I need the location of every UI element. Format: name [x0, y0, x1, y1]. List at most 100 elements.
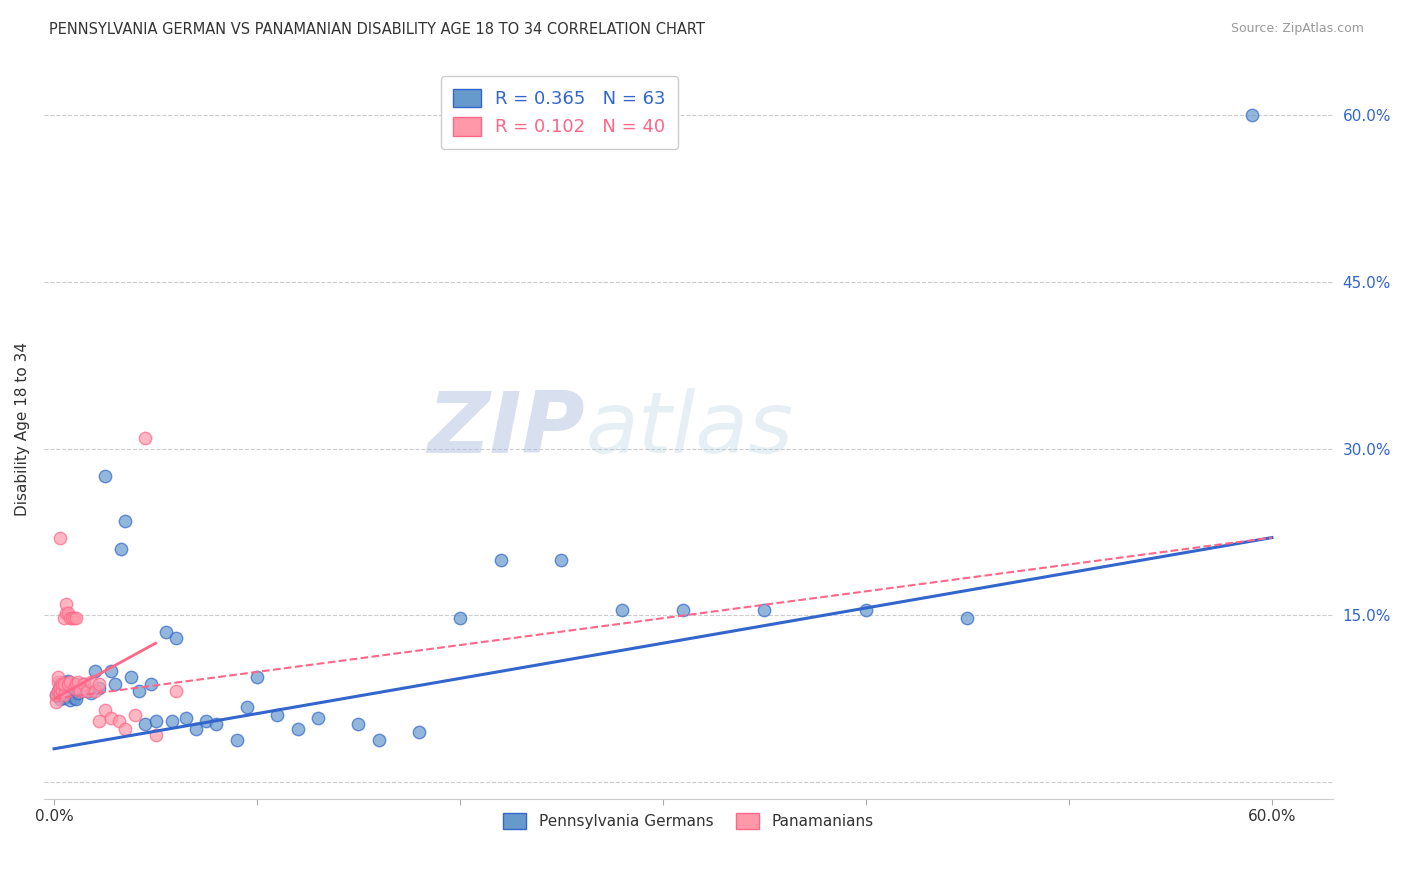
Point: [45, 695, 67, 709]
Point: [672, 603, 695, 617]
Point: [104, 677, 127, 691]
Point: [79, 686, 101, 700]
Point: [51, 684, 73, 698]
Point: [165, 684, 187, 698]
Point: [367, 732, 389, 747]
Point: [114, 722, 136, 736]
Point: [51, 681, 73, 695]
Point: [65, 610, 87, 624]
Point: [53, 684, 76, 698]
Point: [87, 681, 110, 695]
Point: [120, 669, 142, 683]
Point: [134, 431, 156, 445]
Point: [63, 677, 86, 691]
Point: [108, 714, 131, 728]
Point: [754, 603, 776, 617]
Point: [49, 677, 72, 691]
Point: [58, 606, 80, 620]
Text: atlas: atlas: [585, 388, 793, 471]
Point: [45, 689, 67, 703]
Point: [59, 680, 82, 694]
Point: [155, 625, 177, 640]
Point: [246, 669, 269, 683]
Point: [100, 711, 122, 725]
Text: Source: ZipAtlas.com: Source: ZipAtlas.com: [1230, 22, 1364, 36]
Point: [1240, 108, 1263, 122]
Point: [51, 677, 73, 691]
Point: [145, 714, 167, 728]
Point: [65, 691, 87, 706]
Point: [79, 675, 101, 690]
Point: [59, 610, 82, 624]
Point: [165, 631, 187, 645]
Point: [53, 677, 76, 691]
Point: [94, 703, 117, 717]
Point: [69, 682, 91, 697]
Y-axis label: Disability Age 18 to 34: Disability Age 18 to 34: [15, 343, 30, 516]
Point: [100, 664, 122, 678]
Point: [956, 610, 979, 624]
Point: [63, 681, 86, 695]
Point: [73, 677, 96, 691]
Point: [307, 711, 329, 725]
Point: [58, 682, 80, 697]
Point: [124, 708, 146, 723]
Point: [76, 684, 98, 698]
Point: [287, 722, 309, 736]
Point: [128, 684, 150, 698]
Point: [225, 732, 247, 747]
Point: [55, 687, 77, 701]
Point: [55, 681, 77, 695]
Point: [46, 684, 69, 698]
Point: [266, 708, 288, 723]
Point: [69, 684, 91, 698]
Point: [141, 677, 163, 691]
Point: [489, 553, 512, 567]
Point: [58, 677, 80, 691]
Point: [46, 675, 69, 690]
Point: [63, 610, 86, 624]
Point: [49, 686, 72, 700]
Text: PENNSYLVANIA GERMAN VS PANAMANIAN DISABILITY AGE 18 TO 34 CORRELATION CHART: PENNSYLVANIA GERMAN VS PANAMANIAN DISABI…: [49, 22, 704, 37]
Point: [53, 610, 76, 624]
Point: [60, 610, 83, 624]
Point: [60, 681, 83, 696]
Point: [53, 690, 76, 705]
Point: [94, 469, 117, 483]
Point: [60, 686, 83, 700]
Point: [145, 729, 167, 743]
Point: [87, 677, 110, 691]
Point: [76, 684, 98, 698]
Point: [46, 669, 69, 683]
Point: [67, 686, 90, 700]
Point: [205, 717, 228, 731]
Point: [67, 675, 90, 690]
Point: [46, 684, 69, 698]
Point: [55, 597, 77, 611]
Point: [110, 541, 132, 556]
Point: [53, 675, 76, 690]
Point: [65, 684, 87, 698]
Point: [49, 691, 72, 706]
Point: [195, 714, 218, 728]
Point: [63, 690, 86, 705]
Point: [449, 610, 471, 624]
Point: [49, 681, 72, 695]
Point: [49, 531, 72, 545]
Point: [612, 603, 634, 617]
Legend: Pennsylvania Germans, Panamanians: Pennsylvania Germans, Panamanians: [498, 807, 879, 836]
Point: [160, 714, 183, 728]
Point: [59, 693, 82, 707]
Point: [65, 677, 87, 691]
Point: [855, 603, 877, 617]
Point: [550, 553, 572, 567]
Point: [55, 606, 77, 620]
Point: [59, 675, 82, 690]
Point: [87, 714, 110, 728]
Point: [58, 673, 80, 688]
Point: [174, 711, 197, 725]
Point: [83, 664, 105, 678]
Point: [347, 717, 370, 731]
Point: [53, 689, 76, 703]
Point: [134, 717, 156, 731]
